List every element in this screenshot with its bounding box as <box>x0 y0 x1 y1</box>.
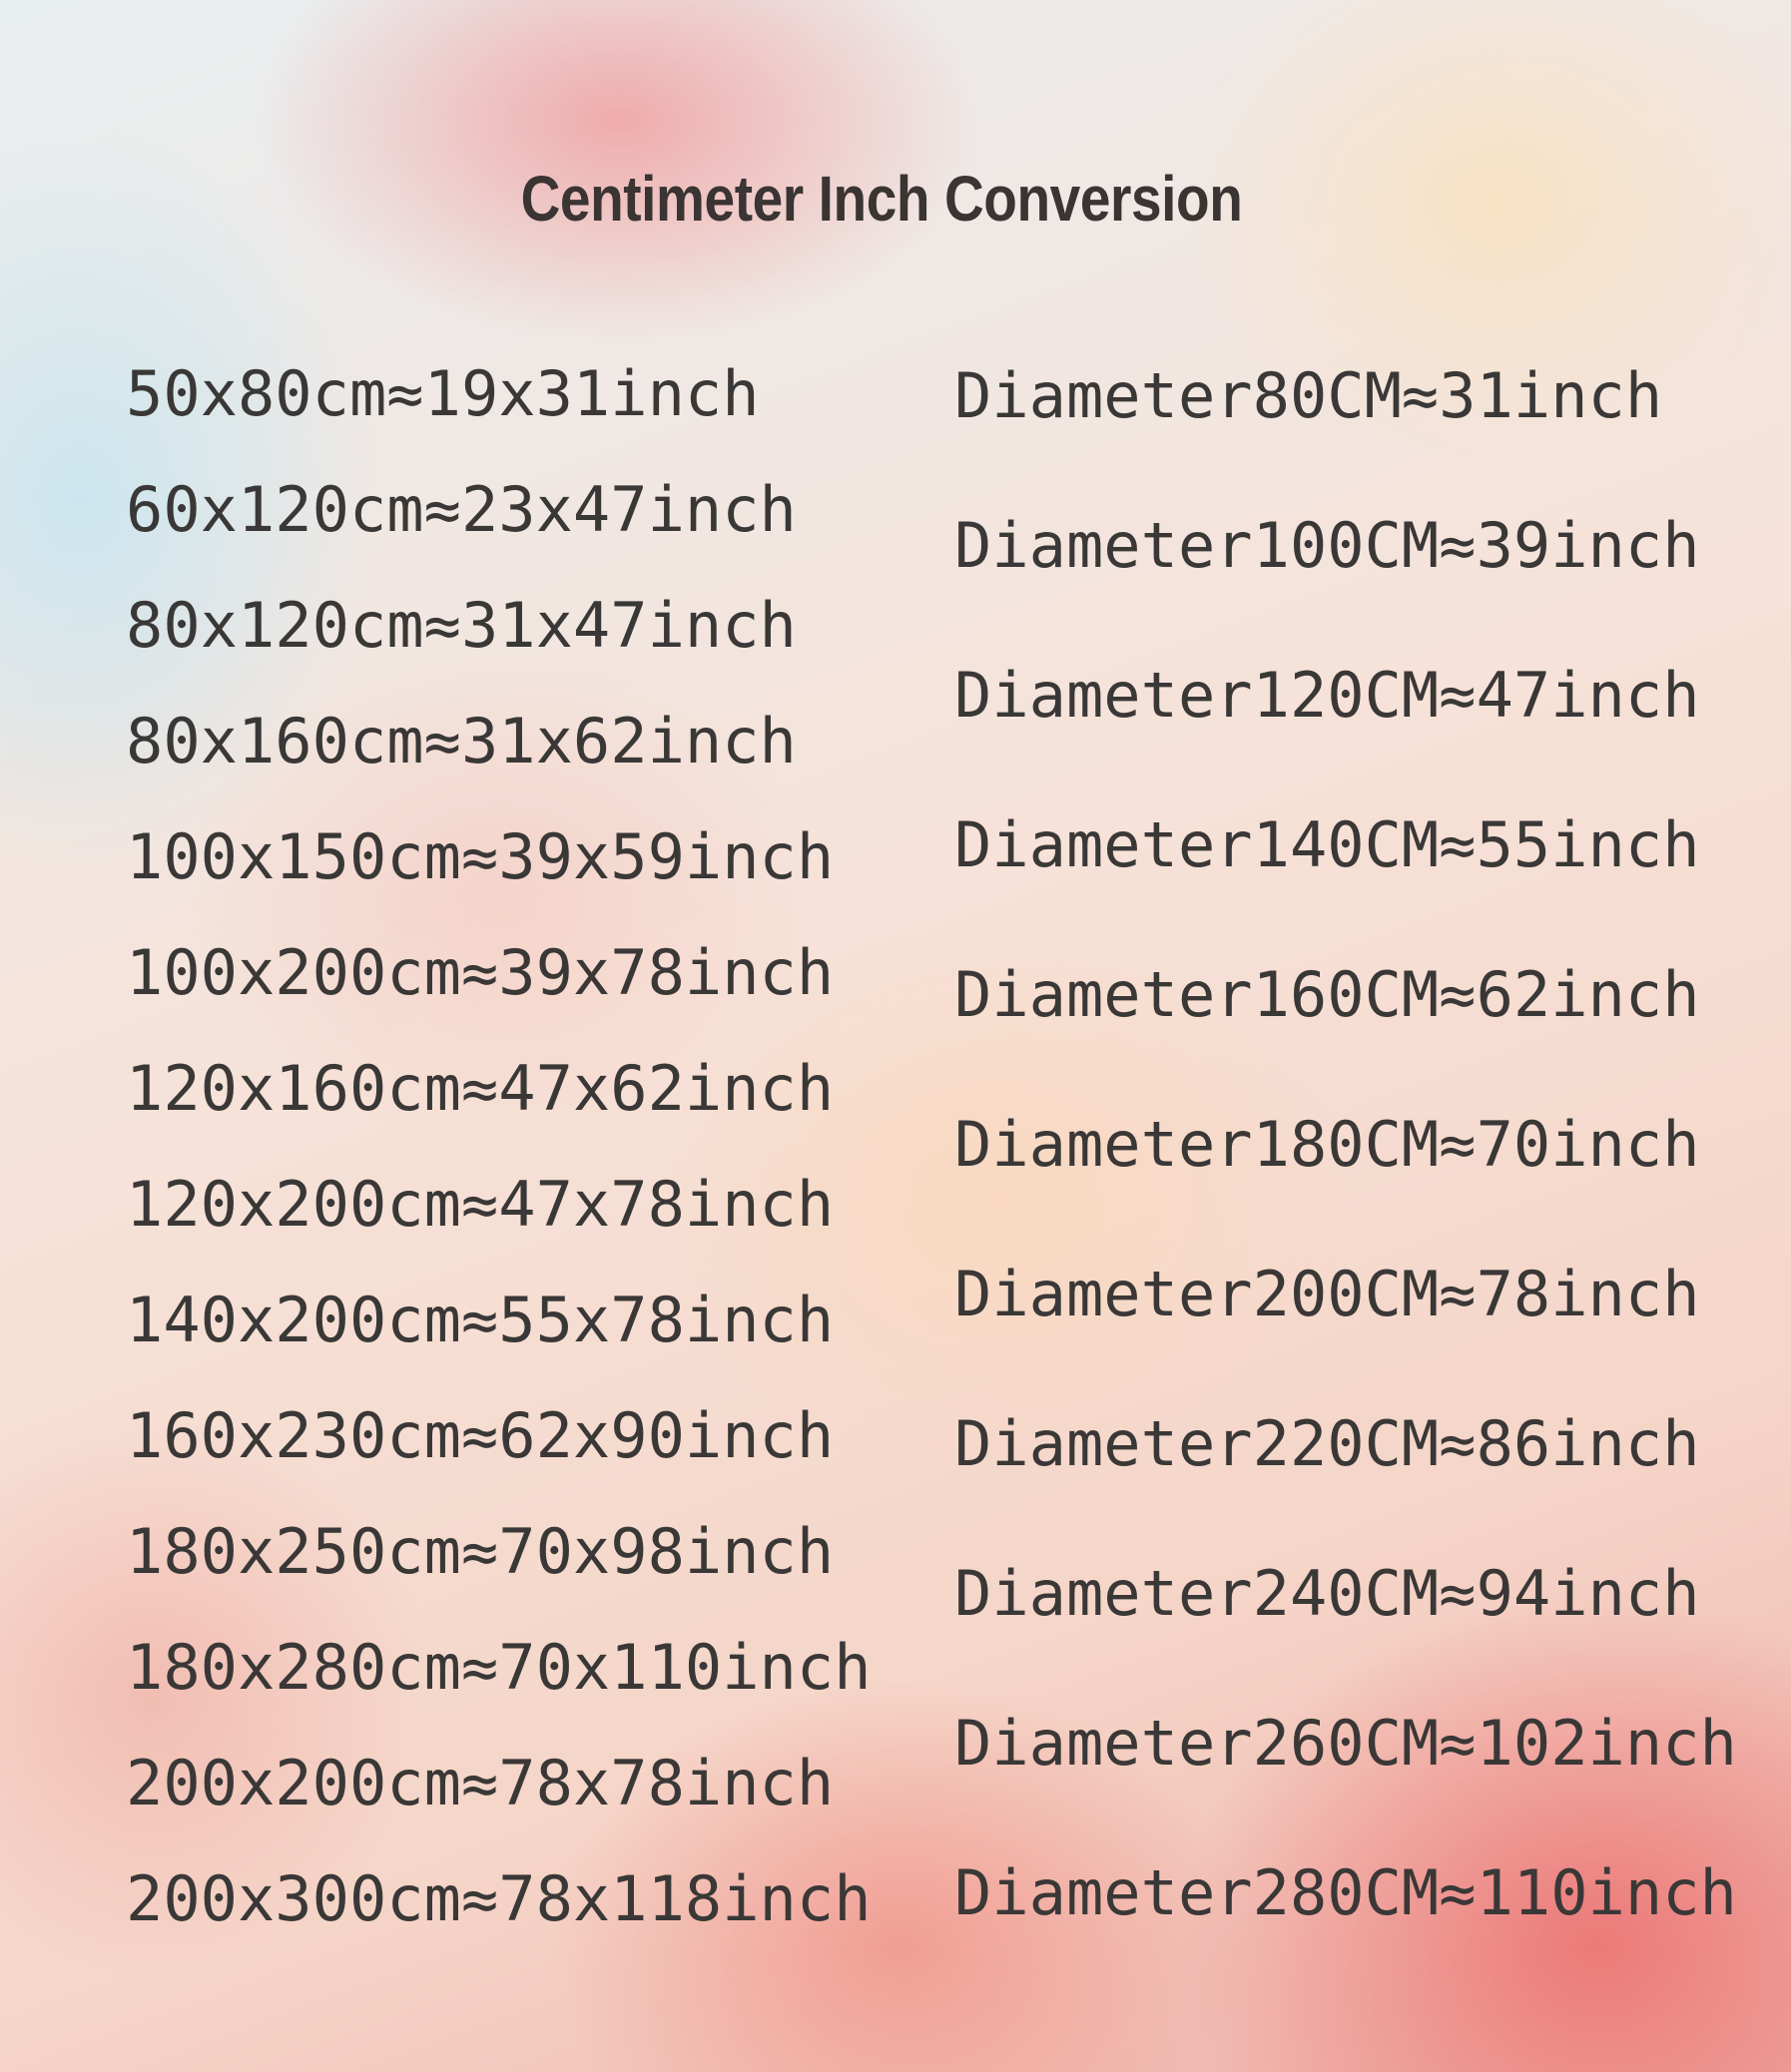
rectangular-size-item: 160x230cm≈62x90inch <box>126 1399 835 1472</box>
round-size-item: Diameter280CM≈110inch <box>954 1856 1737 1929</box>
rectangular-size-item: 60x120cm≈23x47inch <box>126 473 797 546</box>
rectangular-size-item: 180x250cm≈70x98inch <box>126 1515 835 1588</box>
round-size-item: Diameter120CM≈47inch <box>954 659 1700 732</box>
round-size-item: Diameter260CM≈102inch <box>954 1707 1737 1780</box>
page-title: Centimeter Inch Conversion <box>520 163 1243 235</box>
rectangular-size-item: 100x200cm≈39x78inch <box>126 936 835 1009</box>
rectangular-size-item: 80x160cm≈31x62inch <box>126 705 797 777</box>
rectangular-size-item: 200x200cm≈78x78inch <box>126 1747 835 1819</box>
round-size-item: Diameter160CM≈62inch <box>954 958 1700 1031</box>
rectangular-size-item: 200x300cm≈78x118inch <box>126 1862 872 1935</box>
rectangular-size-item: 180x280cm≈70x110inch <box>126 1631 872 1704</box>
rectangular-size-item: 120x160cm≈47x62inch <box>126 1052 835 1125</box>
round-size-item: Diameter80CM≈31inch <box>954 359 1663 432</box>
round-size-item: Diameter100CM≈39inch <box>954 509 1700 582</box>
rectangular-size-item: 50x80cm≈19x31inch <box>126 357 760 430</box>
round-size-item: Diameter140CM≈55inch <box>954 808 1700 881</box>
rectangular-size-item: 100x150cm≈39x59inch <box>126 820 835 893</box>
rectangular-size-item: 80x120cm≈31x47inch <box>126 589 797 662</box>
round-size-item: Diameter220CM≈86inch <box>954 1407 1700 1480</box>
round-size-item: Diameter240CM≈94inch <box>954 1557 1700 1630</box>
rectangular-size-item: 120x200cm≈47x78inch <box>126 1168 835 1241</box>
round-size-item: Diameter200CM≈78inch <box>954 1258 1700 1330</box>
rectangular-size-item: 140x200cm≈55x78inch <box>126 1284 835 1356</box>
round-size-item: Diameter180CM≈70inch <box>954 1108 1700 1181</box>
